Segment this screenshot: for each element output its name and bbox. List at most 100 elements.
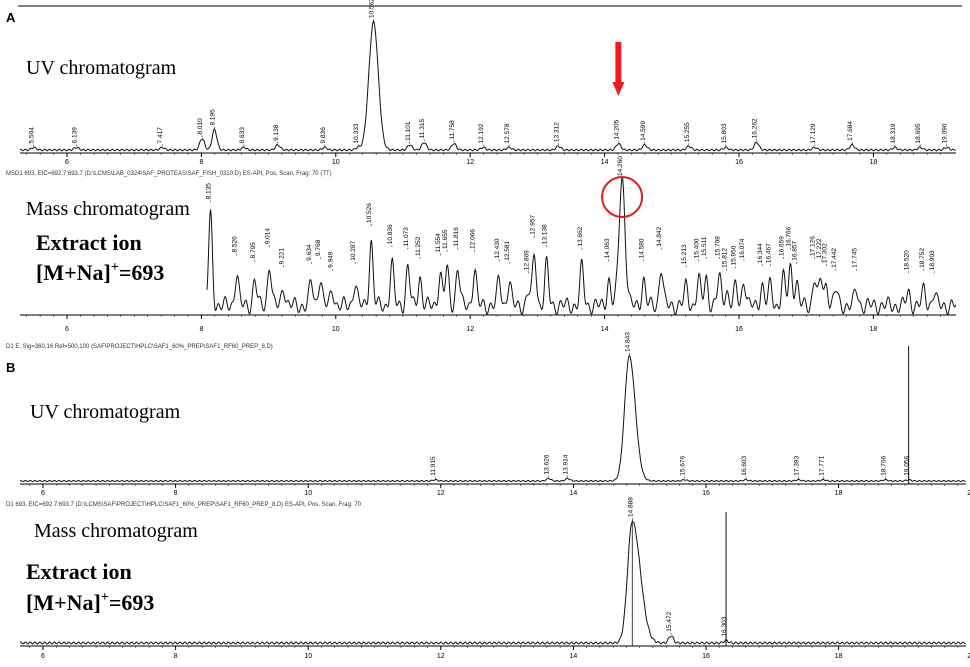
peak-label: 13.662 <box>577 226 584 246</box>
peak-label: 12.192 <box>478 123 485 143</box>
peak-label: 8.795 <box>250 242 257 259</box>
peak-label: 9.836 <box>320 127 327 144</box>
x-tick-label: 6 <box>65 159 69 166</box>
peak-label: 16.766 <box>785 226 792 246</box>
x-tick-label: 20 <box>967 653 970 660</box>
highlight-arrow-shaft <box>615 42 622 82</box>
panel-a-extract-line1: Extract ion <box>36 230 142 255</box>
x-tick-label: 18 <box>835 490 843 497</box>
x-tick-label: 14 <box>601 326 609 333</box>
x-tick-label: 16 <box>735 159 743 166</box>
panel-b: D1 E, Sig=360,16 Ref=500,100 (SAF\PROJEC… <box>6 332 970 660</box>
peak-label: 17.745 <box>851 248 858 268</box>
peak-label: 15.472 <box>666 611 673 631</box>
peak-label: 11.315 <box>419 119 426 139</box>
x-tick-label: 6 <box>41 490 45 497</box>
x-tick-label: 8 <box>174 653 178 660</box>
peak-label: 17.684 <box>847 121 854 141</box>
x-tick-label: 10 <box>332 326 340 333</box>
peak-label: 16.467 <box>765 243 772 263</box>
peak-label: 15.708 <box>714 236 721 256</box>
x-tick-label: 10 <box>332 159 340 166</box>
x-tick-label: 6 <box>41 653 45 660</box>
peak-label: 8.633 <box>239 127 246 144</box>
peak-label: 15.511 <box>701 236 708 256</box>
peak-label: 8.135 <box>205 183 212 200</box>
peak-label: 14.843 <box>624 332 631 352</box>
signal-trace <box>206 176 957 316</box>
peak-label: 10.562 <box>369 0 376 18</box>
signal-trace <box>19 521 966 645</box>
peak-label: 8.195 <box>210 109 217 126</box>
peak-label: 17.442 <box>831 248 838 268</box>
peak-label: 9.768 <box>315 239 322 256</box>
peak-label: 17.129 <box>810 123 817 143</box>
x-tick-label: 10 <box>304 490 312 497</box>
peak-label: 13.312 <box>553 122 560 142</box>
peak-label: 12.957 <box>530 215 537 235</box>
peak-label: 12.430 <box>494 238 501 258</box>
x-tick-label: 20 <box>967 490 970 497</box>
peak-label: 14.888 <box>627 497 634 517</box>
peak-label: 15.812 <box>721 248 728 268</box>
panel-b-uv-chart: 6 8 10 12 14 16 18 20 11.915 13.626 13.914 14.843 15… <box>19 332 970 497</box>
peak-label: 17.126 <box>810 236 817 256</box>
panel-b-mass-chart: 6 8 10 12 14 16 18 20 14.888 15.472 16.303 <box>19 497 970 660</box>
peak-label: 13.138 <box>542 224 549 244</box>
x-tick-label: 12 <box>466 326 474 333</box>
peak-label: 11.554 <box>435 233 442 253</box>
x-tick-label: 6 <box>65 326 69 333</box>
peak-label: 14.205 <box>613 119 620 139</box>
peak-label: 16.074 <box>739 238 746 258</box>
peak-label: 6.139 <box>71 127 78 144</box>
peak-label: 7.417 <box>157 127 164 144</box>
peak-label: 17.302 <box>821 243 828 263</box>
peak-label: 8.526 <box>232 236 239 253</box>
x-tick-label: 14 <box>601 159 609 166</box>
peak-label: 12.066 <box>470 229 477 249</box>
peak-label: 11.816 <box>453 227 460 247</box>
peak-label: 11.073 <box>403 227 410 247</box>
peak-label: 18.752 <box>919 248 926 268</box>
peak-label: 12.869 <box>524 250 531 270</box>
peak-label: 17.222 <box>816 238 823 258</box>
peak-label: 14.063 <box>604 238 611 258</box>
x-tick-label: 12 <box>466 159 474 166</box>
peak-label: 16.603 <box>741 455 748 475</box>
peak-label: 18.695 <box>915 123 922 143</box>
signal-trace <box>19 355 966 483</box>
peak-label: 9.221 <box>278 248 285 265</box>
peak-label: 16.303 <box>721 616 728 636</box>
x-tick-label: 12 <box>437 653 445 660</box>
peak-label: 11.758 <box>449 120 456 140</box>
panel-b-mass-header: D1 693, EIC=692.7:693.7 (D:\LCMS\SAF\PRO… <box>6 502 362 508</box>
panel-a-uv-chart: 6 8 10 12 14 16 18 5.504 6.139 7.417 8.010 8.195 8.6… <box>19 0 956 166</box>
panel-b-uv-header: D1 E, Sig=360,16 Ref=500,100 (SAF\PROJEC… <box>6 344 273 350</box>
signal-trace <box>19 20 956 152</box>
peak-label: 9.014 <box>265 228 272 245</box>
peak-label: 15.400 <box>694 238 701 258</box>
x-tick-label: 16 <box>702 653 710 660</box>
panel-a-mass-header: MSD1 693, EIC=692.7:693.7 (D:\LCMS\LAB_0… <box>6 171 332 177</box>
x-tick-label: 18 <box>835 653 843 660</box>
panel-b-extract-line2: [M+Na]+=693 <box>26 590 154 615</box>
x-tick-label: 14 <box>570 490 578 497</box>
x-tick-label: 10 <box>304 653 312 660</box>
peak-label: 19.056 <box>904 455 911 475</box>
peak-label: 14.580 <box>639 238 646 258</box>
panel-a-letter: A <box>6 10 16 25</box>
x-tick-label: 8 <box>174 490 178 497</box>
peak-label: 11.252 <box>415 236 422 256</box>
peak-label: 18.706 <box>880 455 887 475</box>
peak-label: 16.857 <box>792 240 799 260</box>
peak-label: 5.504 <box>29 127 36 144</box>
peak-label: 15.255 <box>684 122 691 142</box>
highlight-circle <box>601 176 644 218</box>
peak-label: 18.903 <box>929 250 936 270</box>
x-tick-label: 8 <box>199 326 203 333</box>
panel-b-letter: B <box>6 360 15 375</box>
peak-label: 10.836 <box>387 224 394 244</box>
peak-label: 15.213 <box>681 244 688 264</box>
panel-a-mass-title: Mass chromatogram <box>26 198 190 220</box>
